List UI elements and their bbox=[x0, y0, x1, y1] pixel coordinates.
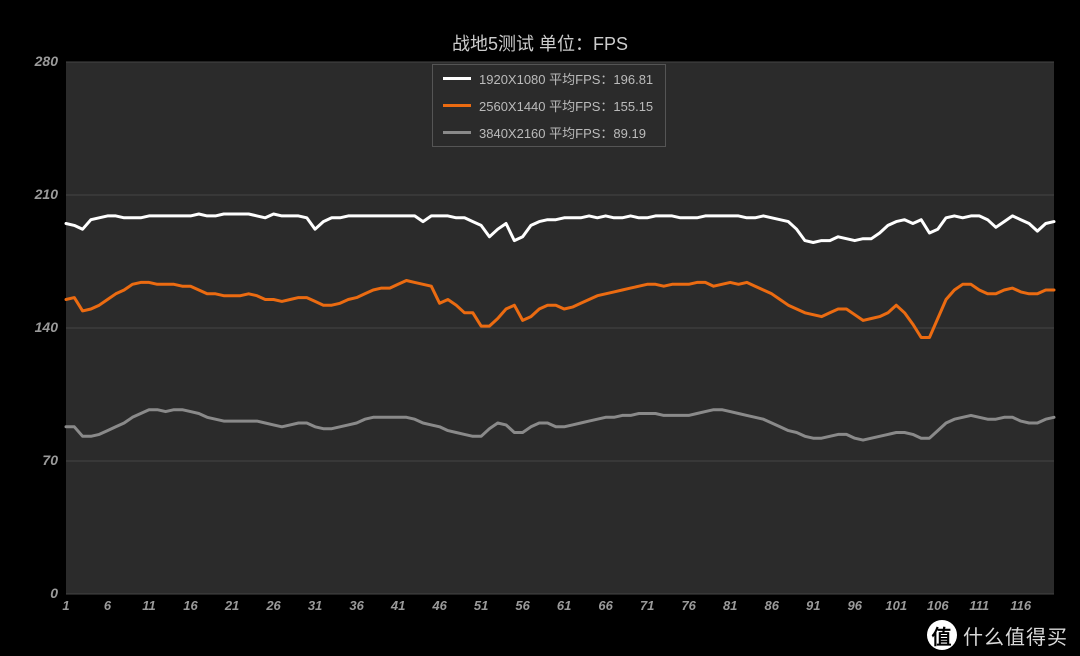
smzdm-watermark: 值 什么值得买 bbox=[927, 620, 1068, 650]
x-tick-label: 61 bbox=[557, 598, 571, 613]
x-tick-label: 6 bbox=[104, 598, 111, 613]
chart-title: 战地5测试 单位：FPS bbox=[0, 30, 1080, 56]
legend-item: 3840X2160 平均FPS：89.19 bbox=[433, 119, 665, 146]
y-tick-label: 140 bbox=[0, 319, 58, 335]
x-tick-label: 81 bbox=[723, 598, 737, 613]
x-tick-label: 86 bbox=[764, 598, 778, 613]
x-tick-label: 31 bbox=[308, 598, 322, 613]
legend-swatch bbox=[443, 77, 471, 80]
x-tick-label: 76 bbox=[681, 598, 695, 613]
legend-swatch bbox=[443, 131, 471, 134]
x-tick-label: 21 bbox=[225, 598, 239, 613]
legend-label: 2560X1440 平均FPS：155.15 bbox=[479, 96, 653, 115]
x-tick-label: 116 bbox=[1010, 598, 1031, 613]
watermark-badge-icon: 值 bbox=[927, 620, 957, 650]
x-tick-label: 1 bbox=[62, 598, 69, 613]
chart-legend: 1920X1080 平均FPS：196.81 2560X1440 平均FPS：1… bbox=[432, 64, 666, 147]
y-tick-label: 0 bbox=[0, 585, 58, 601]
y-tick-label: 280 bbox=[0, 53, 58, 69]
x-tick-label: 96 bbox=[848, 598, 862, 613]
legend-item: 2560X1440 平均FPS：155.15 bbox=[433, 92, 665, 119]
x-tick-label: 66 bbox=[598, 598, 612, 613]
legend-swatch bbox=[443, 104, 471, 107]
y-tick-label: 210 bbox=[0, 186, 58, 202]
legend-item: 1920X1080 平均FPS：196.81 bbox=[433, 65, 665, 92]
x-tick-label: 101 bbox=[885, 598, 907, 613]
x-tick-label: 91 bbox=[806, 598, 820, 613]
x-tick-label: 41 bbox=[391, 598, 405, 613]
x-tick-label: 56 bbox=[515, 598, 529, 613]
watermark-text: 什么值得买 bbox=[963, 621, 1068, 650]
x-tick-label: 26 bbox=[266, 598, 280, 613]
x-tick-label: 111 bbox=[969, 598, 989, 613]
x-tick-label: 16 bbox=[183, 598, 197, 613]
x-tick-label: 36 bbox=[349, 598, 363, 613]
x-tick-label: 51 bbox=[474, 598, 488, 613]
legend-label: 3840X2160 平均FPS：89.19 bbox=[479, 123, 646, 142]
y-tick-label: 70 bbox=[0, 452, 58, 468]
x-tick-label: 71 bbox=[640, 598, 654, 613]
x-tick-label: 46 bbox=[432, 598, 446, 613]
x-tick-label: 106 bbox=[927, 598, 949, 613]
x-tick-label: 11 bbox=[142, 598, 156, 613]
legend-label: 1920X1080 平均FPS：196.81 bbox=[479, 69, 653, 88]
